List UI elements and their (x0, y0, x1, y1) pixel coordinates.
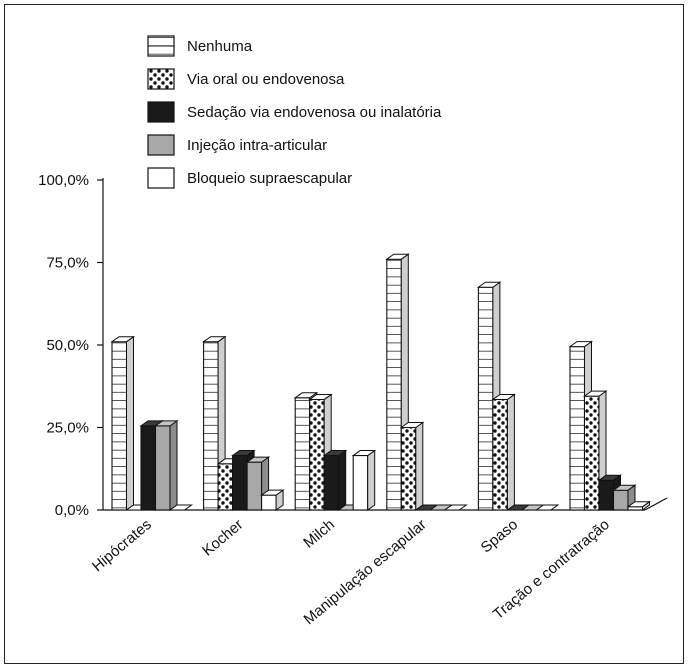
bar-top (611, 484, 637, 491)
bar-white-2 (351, 449, 377, 511)
bar-top (399, 422, 425, 428)
bar-top (322, 450, 348, 457)
bar-front (386, 258, 402, 511)
bar-side (415, 421, 424, 511)
bar-dots-3 (399, 421, 425, 511)
bar-top (293, 392, 319, 399)
bar-top (308, 393, 333, 400)
bar-front (352, 454, 369, 511)
legend-label: Sedação via endovenosa ou inalatória (187, 104, 442, 121)
bar-top (110, 336, 136, 343)
figure-frame: Nenhuma Via oral ou endovenosa Sedação via… (4, 4, 684, 664)
axes: 100,0% 75,0% 50,0% 25,0% 0,0% (38, 172, 668, 519)
bar-white-5 (626, 500, 652, 511)
bar-top (351, 450, 377, 457)
bar-top (626, 501, 652, 508)
bars (110, 253, 652, 511)
bar-top (385, 253, 410, 260)
bar-side (126, 335, 134, 511)
y-tick-label: 0,0% (55, 502, 89, 519)
bar-top (568, 341, 594, 348)
bar-front (294, 397, 311, 511)
bar-black-2 (322, 449, 348, 511)
bar-white-3 (443, 504, 468, 511)
bar-top (597, 474, 623, 481)
legend-label: Via oral ou endovenosa (187, 71, 345, 88)
bar-top (245, 456, 271, 463)
bar-top (582, 390, 608, 397)
y-tick-label: 100,0% (38, 172, 89, 189)
bar-front (612, 489, 629, 511)
bar-front (154, 425, 171, 511)
bar-grid-3 (385, 253, 410, 511)
bar-dots-4 (491, 393, 516, 511)
bar-front (323, 454, 340, 511)
bar-top (168, 504, 194, 511)
legend-swatch-dots (147, 68, 175, 90)
bar-white-1 (260, 489, 285, 511)
bar-front (569, 346, 586, 511)
bar-front (583, 395, 600, 511)
y-tick-label: 25,0% (46, 420, 89, 437)
legend: Nenhuma Via oral ou endovenosa Sedação via… (147, 35, 442, 189)
bar-top (534, 504, 560, 511)
bar-front (309, 398, 325, 511)
bar-side (506, 393, 515, 511)
bar-front (111, 341, 128, 511)
x-axis-depth-line (644, 497, 668, 511)
bar-front (246, 461, 263, 511)
legend-swatch-black (147, 101, 175, 123)
bar-chart: Nenhuma Via oral ou endovenosa Sedação via… (38, 35, 668, 628)
bar-side (169, 419, 178, 511)
legend-swatch-white (147, 167, 175, 189)
bar-front (598, 479, 615, 511)
bar-top (476, 281, 502, 288)
x-tick-label: Kocher (199, 516, 246, 560)
bar-top (260, 489, 285, 496)
bar-side (338, 449, 347, 511)
bar-top (231, 450, 256, 457)
bar-top (202, 336, 227, 343)
bar-front (217, 463, 234, 511)
bar-front (232, 454, 248, 511)
bar-white-0 (168, 504, 194, 511)
legend-label: Nenhuma (187, 38, 253, 55)
y-tick-label: 50,0% (46, 337, 89, 354)
legend-swatch-gray (147, 134, 175, 156)
bar-top (491, 393, 516, 400)
bar-side (367, 449, 376, 511)
bar-front (400, 426, 417, 511)
bar-grid-0 (110, 335, 136, 511)
legend-label: Injeção intra-articular (187, 137, 327, 154)
legend-label: Bloqueio supraescapular (187, 170, 352, 187)
bar-front (477, 286, 494, 511)
bar-front (203, 341, 219, 511)
x-tick-label: Milch (300, 516, 338, 552)
x-tick-label: Hipócrates (89, 516, 155, 575)
y-tick-label: 75,0% (46, 255, 89, 272)
bar-top (443, 504, 468, 511)
bar-top (153, 420, 179, 427)
x-tick-label: Spaso (478, 516, 522, 556)
bar-white-4 (534, 504, 560, 511)
bar-gray-0 (153, 419, 179, 511)
bar-front (261, 494, 277, 511)
bar-front (492, 398, 508, 511)
bar-front (140, 425, 157, 511)
